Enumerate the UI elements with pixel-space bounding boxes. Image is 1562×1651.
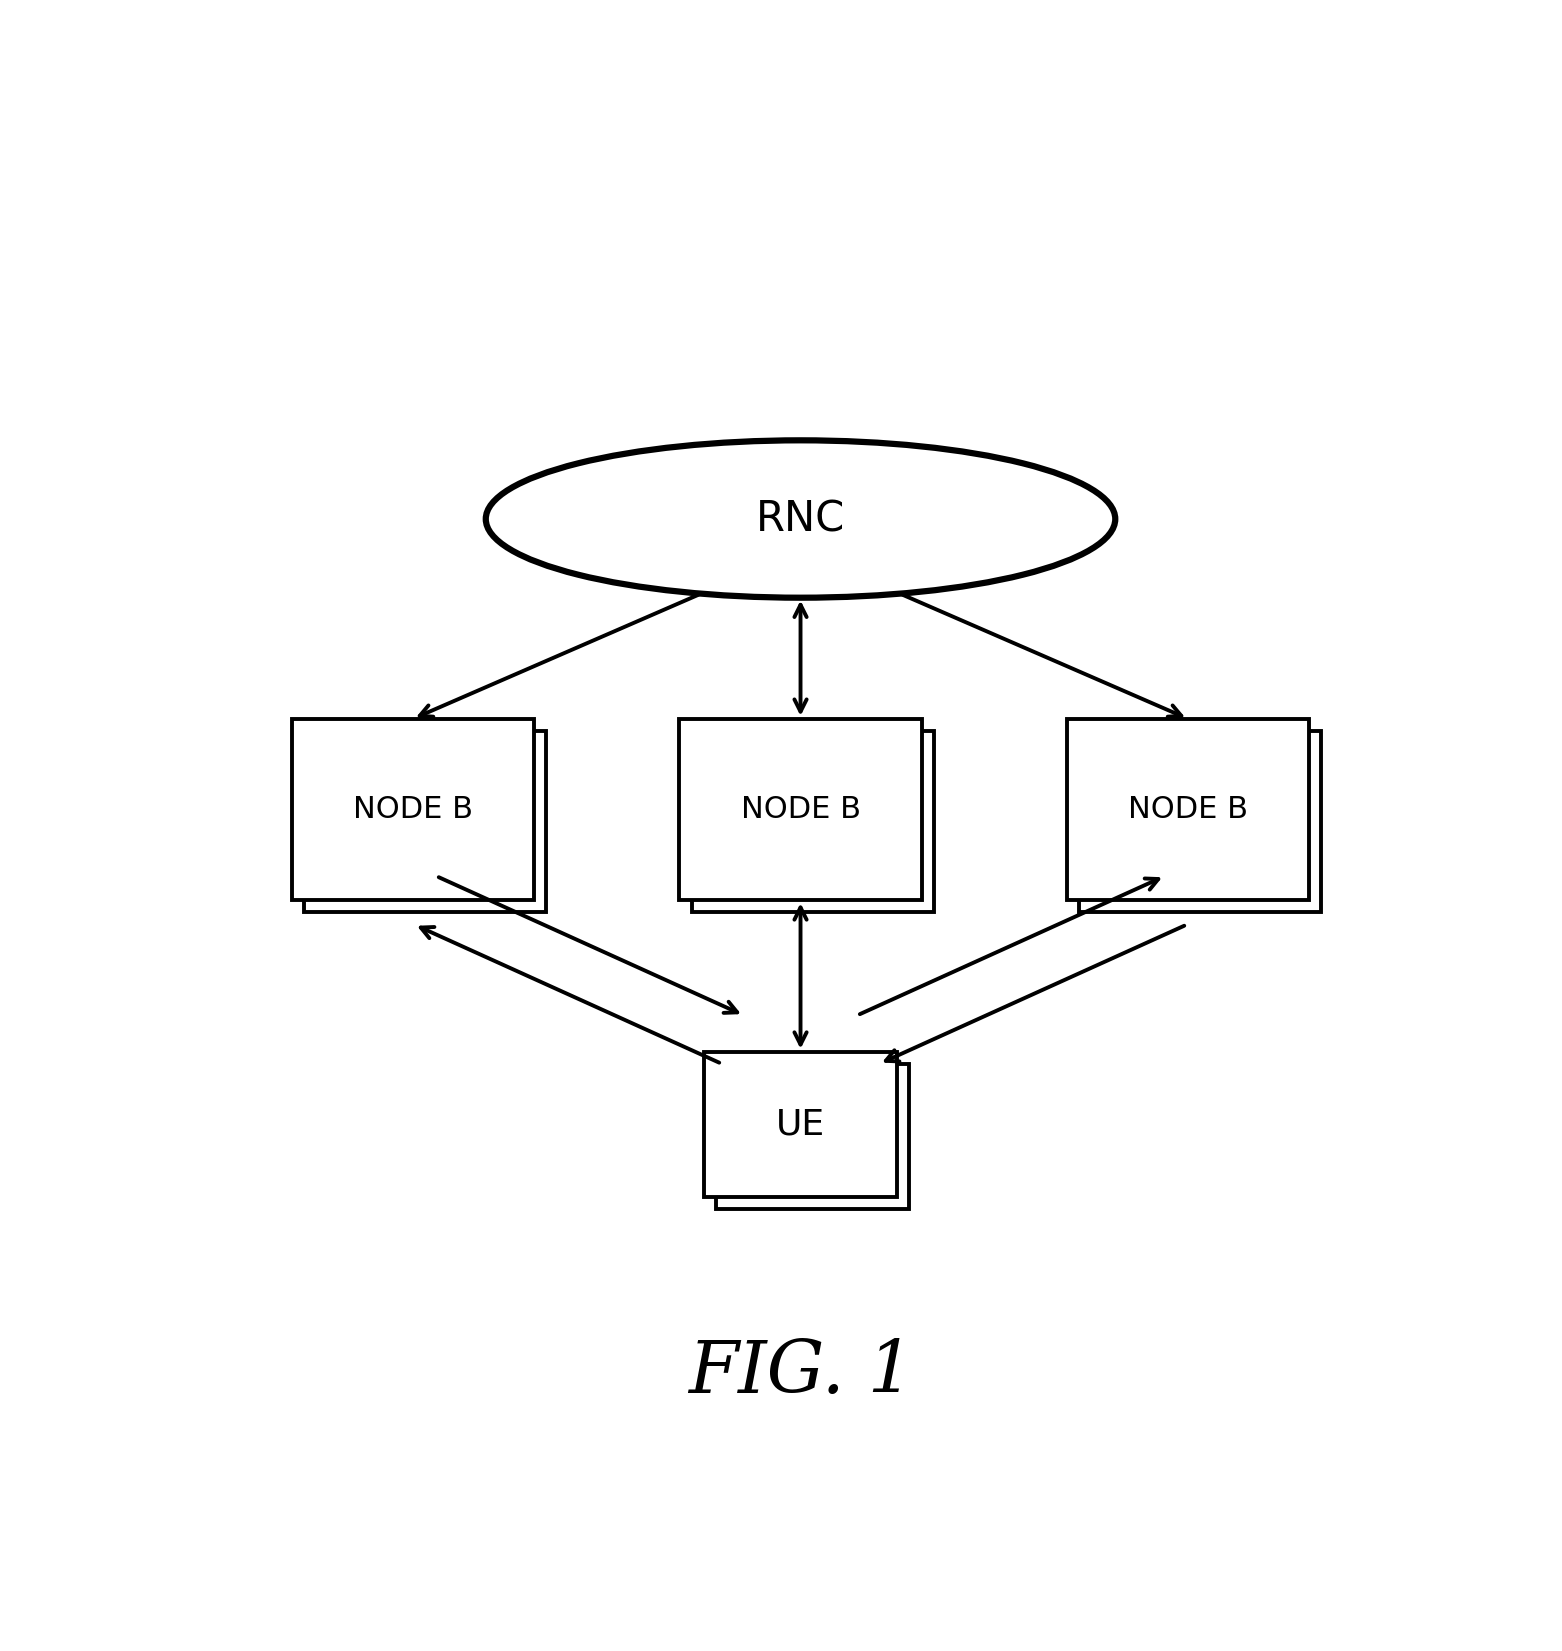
Text: NODE B: NODE B xyxy=(1128,796,1248,824)
Text: NODE B: NODE B xyxy=(353,796,473,824)
Bar xyxy=(703,1052,897,1197)
Bar xyxy=(692,731,934,913)
Text: NODE B: NODE B xyxy=(740,796,861,824)
Bar xyxy=(1067,718,1309,900)
Bar xyxy=(1079,731,1321,913)
Text: UE: UE xyxy=(776,1108,825,1141)
Ellipse shape xyxy=(486,441,1115,598)
Text: FIG. 1: FIG. 1 xyxy=(687,1337,914,1408)
Bar xyxy=(679,718,922,900)
Bar xyxy=(305,731,547,913)
Bar xyxy=(292,718,534,900)
Bar xyxy=(715,1063,909,1209)
Text: RNC: RNC xyxy=(756,499,845,540)
